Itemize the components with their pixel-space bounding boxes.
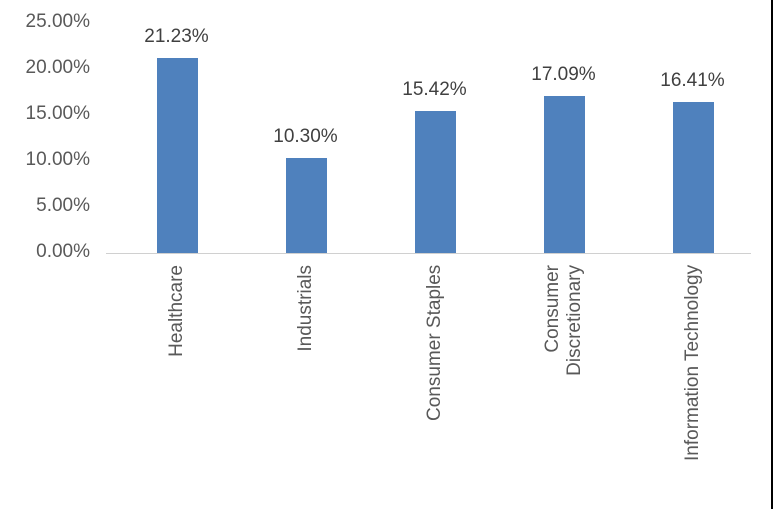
x-tick-label-line: Healthcare [165, 265, 187, 357]
bar-consumer-discretionary [543, 95, 585, 253]
y-tick-label: 10.00% [25, 149, 90, 170]
bar-industrials [285, 158, 327, 253]
x-tick-label-line: Consumer [541, 265, 563, 353]
data-label: 16.41% [660, 70, 725, 92]
x-tick-label-line: Discretionary [563, 265, 585, 376]
x-tick-label-line: Information Technology [681, 264, 703, 461]
x-tick-label-line: Consumer Staples [423, 264, 445, 421]
x-tick-label: Information Technology [682, 265, 704, 461]
y-tick-label: 0.00% [36, 241, 90, 262]
data-label: 21.23% [144, 25, 209, 47]
bar-information-technology [672, 102, 714, 253]
y-tick-label: 25.00% [25, 11, 90, 32]
x-tick-label: Consumer Discretionary [542, 265, 586, 376]
y-tick-label: 5.00% [36, 195, 90, 216]
data-label: 17.09% [531, 63, 596, 85]
y-tick-label: 20.00% [25, 57, 90, 78]
y-tick-label: 15.00% [25, 103, 90, 124]
x-tick-label: Healthcare [166, 265, 188, 357]
x-axis-line [106, 253, 751, 254]
chart-border-line [771, 0, 773, 509]
x-tick-label: Industrials [295, 265, 317, 352]
data-label: 15.42% [402, 79, 467, 101]
data-label: 10.30% [273, 126, 338, 148]
x-tick-label-line: Industrials [294, 265, 316, 352]
x-tick-label: Consumer Staples [424, 265, 446, 421]
bar-consumer-staples [414, 111, 456, 253]
bar-healthcare [156, 57, 198, 253]
